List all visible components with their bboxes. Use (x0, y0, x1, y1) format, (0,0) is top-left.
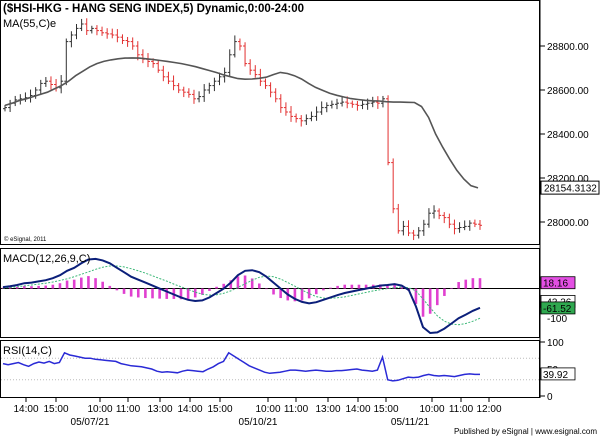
price-bars (3, 18, 482, 241)
copyright-text: © eSignal, 2011 (4, 236, 47, 243)
macd-y-tick-label: -100 (547, 314, 567, 325)
rsi-title: RSI(14,C) (3, 345, 52, 357)
rsi-group (1, 351, 540, 382)
x-axis-tick-label: 11:00 (284, 404, 309, 415)
axis-labels: 28800.00 28600.00 28400.00 28200.00 28000.00… (13, 42, 600, 428)
rsi-y-tick-label: 100 (547, 338, 564, 349)
price-y-tick-label: 28000.00 (547, 218, 589, 229)
macd-histogram-last-value: 18.16 (543, 279, 568, 290)
rsi-line (2, 351, 480, 382)
x-axis-date-label: 05/11/21 (391, 417, 430, 428)
x-axis-tick-label: 14:00 (13, 404, 38, 415)
macd-line (2, 257, 481, 335)
x-axis-tick-label: 11:00 (116, 404, 141, 415)
price-last-value: 28154.3132 (544, 184, 597, 195)
x-axis-tick-label: 11:00 (449, 404, 474, 415)
macd-signal-last-value-box (540, 301, 576, 315)
price-y-tick-label: 28800.00 (547, 42, 589, 53)
price-y-tick-label: 28600.00 (547, 86, 589, 97)
rsi-y-tick-label: 0 (547, 392, 553, 403)
macd-panel-frame (0, 248, 540, 338)
price-y-tick-label: 28200.00 (547, 174, 589, 185)
rsi-last-value: 39.92 (543, 370, 568, 381)
rsi-last-value-box (540, 367, 576, 381)
price-panel-frame (0, 0, 540, 245)
chart-title: ($HSI-HKG - HANG SENG INDEX,5) Dynamic,0… (3, 3, 304, 15)
x-axis-tick-label: 12:00 (476, 404, 501, 415)
x-axis-tick-label: 14:00 (177, 404, 202, 415)
macd-histogram-last-value-box (540, 276, 576, 290)
x-axis-date-label: 05/10/21 (239, 417, 278, 428)
x-axis-tick-label: 13:00 (147, 404, 172, 415)
x-axis-tick-label: 10:00 (419, 404, 444, 415)
ma-line-group (4, 57, 479, 189)
x-axis-tick-label: 10:00 (255, 404, 280, 415)
x-axis-tick-label: 15:00 (373, 404, 398, 415)
x-axis-tick-label: 14:00 (345, 404, 370, 415)
macd-signal-line (2, 265, 481, 326)
ma-label: MA(55,C)e (3, 18, 56, 30)
x-axis-tick-label: 13:00 (315, 404, 340, 415)
footer-text: Published by eSignal | www.esignal.com (454, 427, 597, 436)
rsi-panel-frame (0, 340, 540, 398)
x-axis-tick-label: 15:00 (207, 404, 232, 415)
x-axis-date-label: 05/07/21 (71, 417, 110, 428)
price-last-value-box (540, 180, 600, 195)
macd-title: MACD(12,26,9,C) (3, 253, 90, 265)
price-y-tick-label: 28400.00 (547, 130, 589, 141)
macd-signal-last-value: -61.52 (543, 304, 572, 315)
x-axis-tick-label: 10:00 (87, 404, 112, 415)
macd-group (1, 257, 540, 335)
ma-line (4, 57, 479, 189)
x-axis-tick-label: 15:00 (43, 404, 68, 415)
